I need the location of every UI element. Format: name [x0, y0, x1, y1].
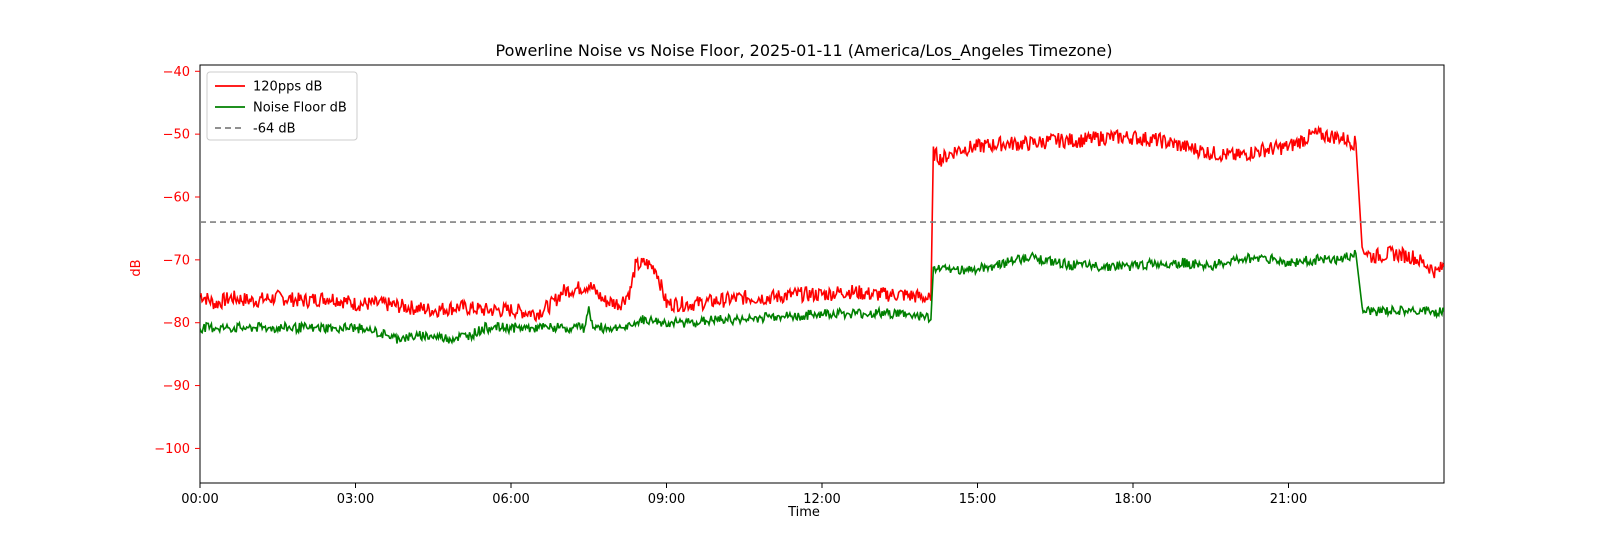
y-tick-label: −80 — [163, 316, 190, 331]
legend: 120pps dB Noise Floor dB -64 dB — [206, 71, 358, 141]
x-tick-label: 03:00 — [337, 492, 374, 507]
y-tick-label: −40 — [163, 65, 190, 80]
legend-frame — [206, 71, 358, 141]
y-tick-label: −90 — [163, 379, 190, 394]
x-tick-label: 00:00 — [181, 492, 218, 507]
y-tick-label: −50 — [163, 128, 190, 143]
y-tick-label: −100 — [154, 442, 190, 457]
legend-label: Noise Floor dB — [253, 101, 347, 116]
y-tick-label: −60 — [163, 191, 190, 206]
x-tick-label: 21:00 — [1270, 492, 1307, 507]
legend-label: -64 dB — [253, 122, 296, 137]
x-tick-label: 06:00 — [492, 492, 529, 507]
x-tick-label: 15:00 — [959, 492, 996, 507]
chart-title: Powerline Noise vs Noise Floor, 2025-01-… — [496, 41, 1113, 61]
series-line-1 — [200, 249, 1444, 345]
series-line-0 — [200, 124, 1444, 323]
plot-frame — [199, 64, 1445, 484]
y-tick-label: −70 — [163, 253, 190, 268]
plot-area: −40 −50 −60 −70 −80 −90 −100 00:00 03:00 06:00 09:… — [154, 64, 1445, 507]
x-axis-label: Time — [787, 505, 820, 520]
x-tick-label: 12:00 — [803, 492, 840, 507]
x-tick-label: 09:00 — [648, 492, 685, 507]
y-axis-label: dB — [129, 259, 144, 276]
x-tick-label: 18:00 — [1114, 492, 1151, 507]
legend-label: 120pps dB — [253, 80, 322, 95]
